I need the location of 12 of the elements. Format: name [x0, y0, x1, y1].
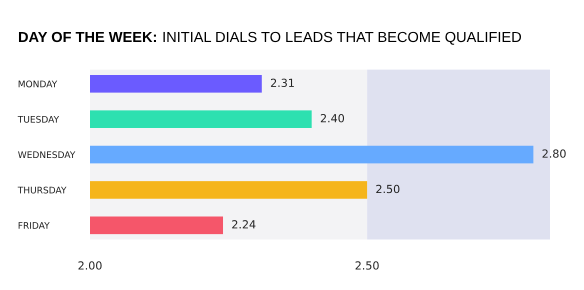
y-tick-label: WEDNESDAY [18, 151, 76, 158]
data-label: 2.50 [376, 184, 400, 194]
data-label: 2.24 [232, 220, 256, 228]
x-tick-label: 2.00 [78, 261, 102, 270]
y-tick-label: FRIDAY [18, 222, 50, 229]
data-label: 2.40 [320, 114, 344, 122]
chart-title: DAY OF THE WEEK: INITIAL DIALS TO LEADS THAT BECOME QUALIFIED [18, 32, 522, 45]
y-tick-label: TUESDAY [18, 116, 60, 123]
y-tick-label: MONDAY [18, 80, 58, 88]
y-tick-label: THURSDAY [18, 186, 66, 194]
data-label: 2.80 [542, 149, 566, 158]
data-label: 2.31 [270, 78, 294, 88]
